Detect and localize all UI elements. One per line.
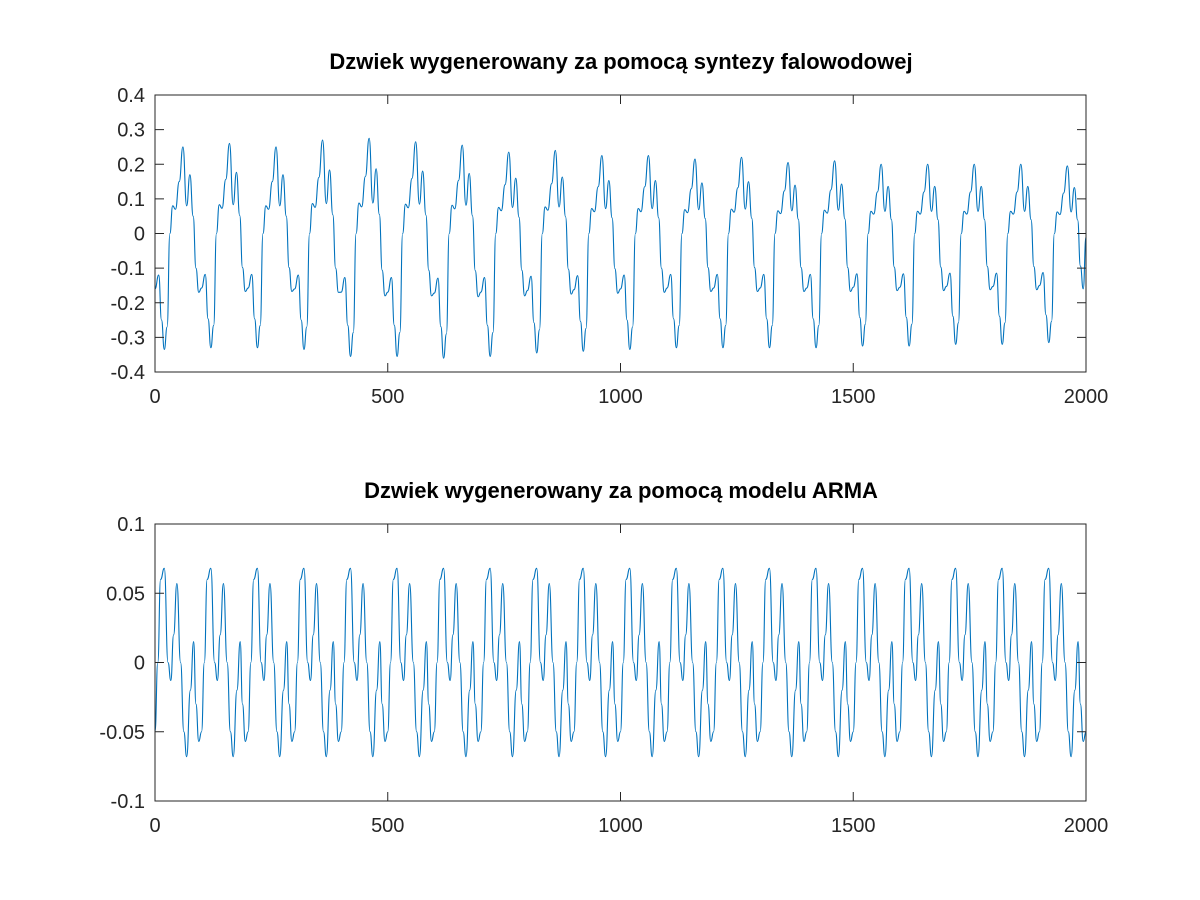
- axis-ticks: 0 500 1000 1500 2000 -0.4 -0.3 -0.2 -0.1 0 0.1 0.2 0…: [111, 85, 1109, 408]
- y-tick-label: -0.2: [111, 293, 145, 315]
- x-tick-label: 0: [149, 815, 160, 837]
- y-tick-label: 0.1: [117, 514, 145, 536]
- x-tick-label: 2000: [1064, 386, 1109, 408]
- x-tick-label: 1000: [598, 386, 643, 408]
- y-tick-label: 0.4: [117, 85, 145, 107]
- y-tick-label: -0.4: [111, 362, 145, 384]
- y-tick-label: -0.1: [111, 791, 145, 813]
- x-tick-label: 2000: [1064, 815, 1109, 837]
- series-line: [154, 137, 1087, 359]
- y-tick-label: 0.1: [117, 189, 145, 211]
- plot-marks: [154, 567, 1087, 758]
- axis-ticks: 0 500 1000 1500 2000 -0.1 -0.05 0 0.05 0.1: [99, 514, 1108, 837]
- x-tick-label: 1000: [598, 815, 643, 837]
- plot-title: Dzwiek wygenerowany za pomocą modelu ARM…: [364, 478, 878, 503]
- plot-arma: Dzwiek wygenerowany za pomocą modelu ARM…: [99, 478, 1108, 837]
- y-tick-label: -0.05: [99, 722, 145, 744]
- x-tick-label: 1500: [831, 386, 876, 408]
- y-tick-label: 0.05: [106, 583, 145, 605]
- series-line: [154, 567, 1087, 758]
- plot-title: Dzwiek wygenerowany za pomocą syntezy fa…: [329, 49, 912, 74]
- x-tick-label: 500: [371, 815, 404, 837]
- y-tick-label: 0: [134, 653, 145, 675]
- y-tick-label: 0.3: [117, 120, 145, 142]
- y-tick-label: -0.1: [111, 258, 145, 280]
- plot-waveguide: Dzwiek wygenerowany za pomocą syntezy fa…: [111, 49, 1109, 408]
- plot-marks: [154, 137, 1087, 359]
- y-tick-label: 0: [134, 224, 145, 246]
- x-tick-label: 0: [149, 386, 160, 408]
- x-tick-label: 500: [371, 386, 404, 408]
- x-tick-label: 1500: [831, 815, 876, 837]
- y-tick-label: 0.2: [117, 154, 145, 176]
- y-tick-label: -0.3: [111, 327, 145, 349]
